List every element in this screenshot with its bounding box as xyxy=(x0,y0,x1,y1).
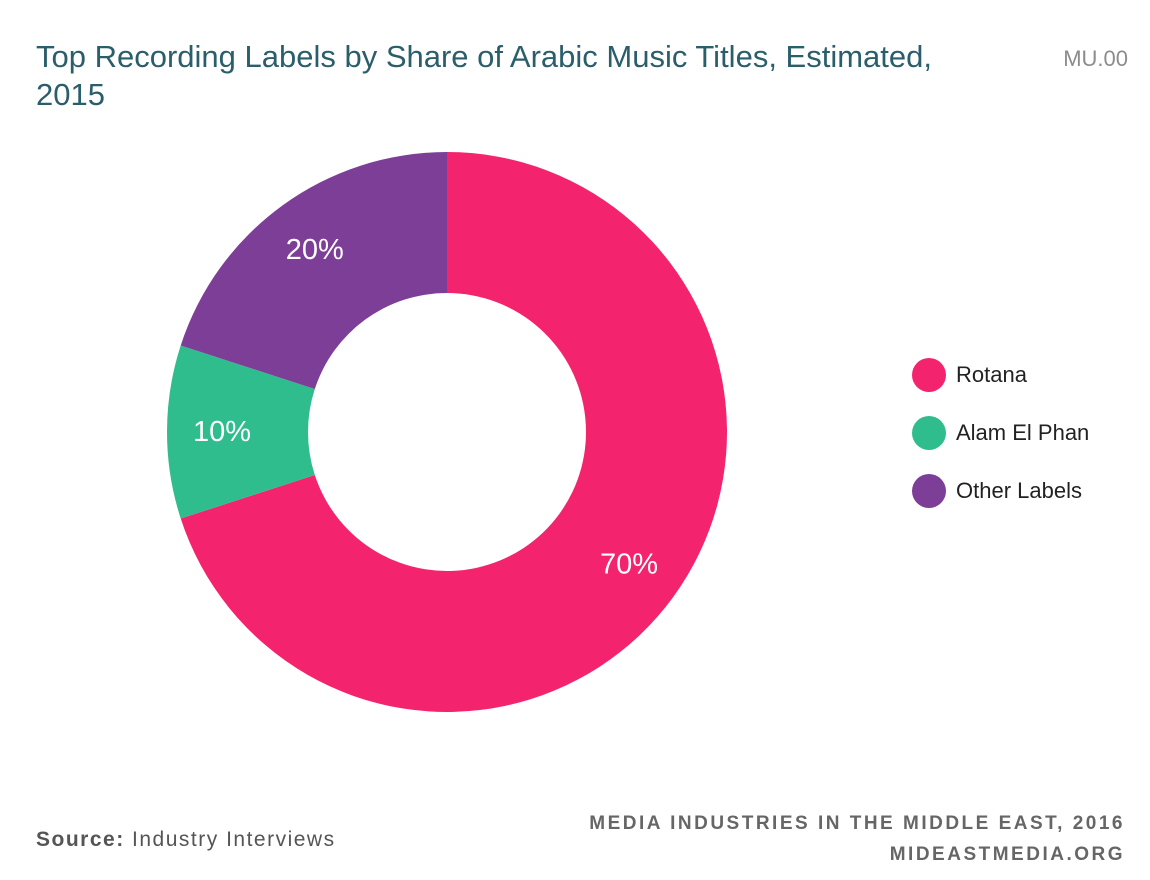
donut-slices xyxy=(167,152,727,713)
publication-credit: MEDIA INDUSTRIES IN THE MIDDLE EAST, 201… xyxy=(589,808,1125,870)
legend-item-alam-el-phan: Alam El Phan xyxy=(912,414,1089,452)
legend-item-rotana: Rotana xyxy=(912,356,1089,394)
legend-item-other-labels: Other Labels xyxy=(912,472,1089,510)
legend-label-alam-el-phan: Alam El Phan xyxy=(956,420,1090,445)
legend-label-other-labels: Other Labels xyxy=(956,478,1082,503)
publication-name: MEDIA INDUSTRIES IN THE MIDDLE EAST, 201… xyxy=(589,813,1125,834)
legend-swatch-alam-el-phan xyxy=(912,416,946,450)
slice-label-alam-el-phan: 10% xyxy=(193,416,251,448)
chart-code: MU.00 xyxy=(1063,46,1128,71)
legend-swatch-other-labels xyxy=(912,474,946,508)
legend-swatch-rotana xyxy=(912,358,946,392)
source-note: Source: Industry Interviews xyxy=(36,828,336,852)
slice-label-rotana: 70% xyxy=(600,548,658,580)
donut-slice-labels: 70% 10% 20% xyxy=(193,234,658,580)
publication-url: MIDEASTMEDIA.ORG xyxy=(889,844,1125,865)
chart-title: Top Recording Labels by Share of Arabic … xyxy=(36,39,932,112)
donut-slice-other-labels xyxy=(180,152,448,390)
legend-label-rotana: Rotana xyxy=(956,362,1027,387)
slice-label-other-labels: 20% xyxy=(286,234,344,266)
source-key: Source: xyxy=(36,828,125,851)
chart-legend: Rotana Alam El Phan Other Labels xyxy=(912,356,1089,530)
source-value: Industry Interviews xyxy=(132,828,336,851)
donut-slice-rotana xyxy=(180,152,727,713)
donut-slice-alam-el-phan xyxy=(167,345,315,519)
